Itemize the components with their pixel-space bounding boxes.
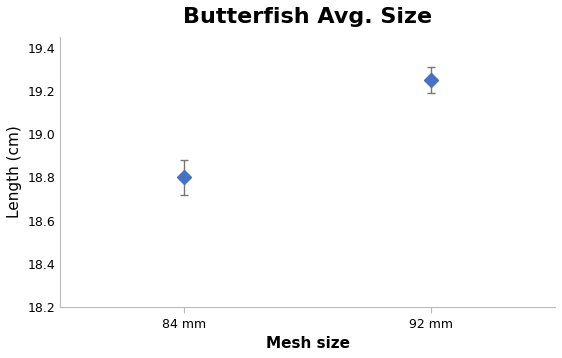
- X-axis label: Mesh size: Mesh size: [266, 336, 350, 351]
- Title: Butterfish Avg. Size: Butterfish Avg. Size: [183, 7, 432, 27]
- Y-axis label: Length (cm): Length (cm): [7, 126, 22, 218]
